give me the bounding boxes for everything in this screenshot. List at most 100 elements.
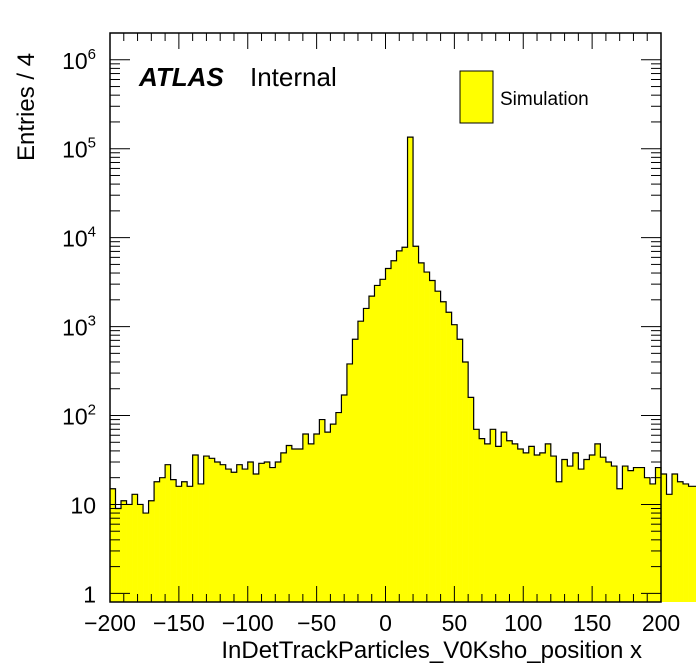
histogram-bar (148, 500, 155, 602)
histogram-bar (572, 452, 579, 602)
histogram-bars (110, 136, 696, 603)
histogram-bar (528, 446, 535, 602)
histogram-bar (280, 452, 287, 602)
histogram-bar (308, 443, 315, 602)
histogram-bar (517, 449, 524, 602)
histogram-bar (440, 301, 447, 602)
histogram-bar (115, 508, 122, 602)
histogram-bar (446, 312, 452, 602)
y-axis-tick-labels: 1 10 102 103 104 105 106 (62, 46, 96, 608)
histogram-outline (110, 136, 696, 514)
histogram-bar (589, 454, 596, 602)
atlas-label: ATLAS (138, 62, 224, 92)
x-tick-label: −150 (153, 610, 205, 636)
y-axis-title: Entries / 4 (13, 53, 40, 161)
histogram-bar (484, 443, 491, 602)
y-tick-label: 105 (62, 135, 96, 163)
histogram-bar (154, 481, 160, 602)
histogram-bar (236, 464, 243, 602)
histogram-bar (490, 429, 496, 602)
histogram-bar (534, 454, 541, 602)
y-axis-ticks (110, 32, 661, 594)
histogram-bar (633, 467, 640, 602)
histogram-bar (418, 262, 425, 602)
histogram-bar (556, 481, 563, 602)
histogram-bar (561, 459, 568, 602)
x-tick-label: 200 (642, 610, 680, 636)
x-axis-tick-labels: −200 −150 −100 −50 0 50 100 150 200 (84, 610, 680, 636)
histogram-bar (661, 473, 667, 602)
histogram-bar (253, 473, 260, 602)
histogram-bar (451, 324, 458, 602)
histogram-bar (242, 469, 249, 602)
y-tick-label: 103 (62, 313, 96, 341)
histogram-bar (324, 432, 331, 602)
histogram-bar (424, 272, 430, 602)
histogram-bar (622, 466, 629, 602)
histogram-bar (402, 247, 408, 602)
histogram-bar (594, 443, 601, 602)
histogram-bar (192, 454, 199, 602)
histogram-bar (683, 483, 689, 602)
histogram-bar (396, 250, 403, 603)
histogram-bar (583, 459, 590, 602)
internal-label: Internal (250, 62, 337, 92)
histogram-bar (495, 446, 502, 602)
x-tick-label: −100 (222, 610, 274, 636)
histogram-bar (578, 469, 585, 602)
histogram-bar (457, 339, 463, 602)
histogram-bar (176, 486, 182, 602)
histogram-bar (275, 462, 282, 602)
histogram-bar (313, 433, 320, 602)
y-tick-label: 10 (70, 492, 96, 518)
histogram-bar (644, 477, 651, 602)
histogram-bar (616, 488, 623, 602)
histogram-bar (512, 443, 519, 602)
legend-label: Simulation (500, 89, 589, 110)
histogram-bar (545, 443, 552, 602)
histogram-bar (341, 395, 348, 602)
histogram-bar (198, 483, 204, 602)
histogram-bar (600, 457, 607, 602)
histogram-bar (352, 339, 359, 602)
histogram-bar (319, 419, 326, 602)
histogram-bar (225, 469, 232, 602)
histogram-bar (379, 279, 386, 602)
histogram-bar (247, 462, 254, 602)
histogram-bar (677, 481, 684, 602)
histogram-bar (132, 494, 138, 602)
histogram-bar (501, 432, 508, 602)
histogram-bar (297, 449, 304, 602)
x-tick-label: 50 (442, 610, 468, 636)
histogram-bar (462, 361, 469, 602)
y-tick-label: 102 (62, 402, 96, 430)
histogram-bar (143, 513, 149, 602)
histogram-bar (121, 500, 127, 602)
histogram-bar (269, 467, 276, 602)
histogram-bar (291, 449, 298, 602)
histogram-bar (666, 494, 673, 602)
histogram-bar (203, 456, 210, 602)
histogram-bar (694, 486, 696, 602)
x-tick-label: −50 (297, 610, 336, 636)
histogram-bar (605, 462, 612, 602)
y-tick-label: 104 (62, 224, 96, 252)
histogram-bar (220, 464, 227, 602)
histogram-bar (286, 445, 293, 602)
histogram-bar (539, 452, 546, 602)
histogram-bar (258, 463, 265, 602)
histogram-bar (170, 479, 177, 602)
x-tick-label: 150 (573, 610, 611, 636)
histogram-bar (473, 429, 480, 602)
legend-swatch (459, 70, 494, 124)
histogram-bar (688, 486, 695, 602)
x-tick-label: 100 (504, 610, 542, 636)
histogram-bar (655, 467, 662, 602)
histogram-bar (391, 260, 397, 602)
histogram-bar (368, 296, 375, 602)
histogram-bar (126, 504, 133, 602)
histogram-bar (231, 472, 238, 602)
histogram-bar (649, 483, 656, 602)
histogram-bar (435, 291, 441, 602)
histogram-bar (638, 467, 645, 602)
